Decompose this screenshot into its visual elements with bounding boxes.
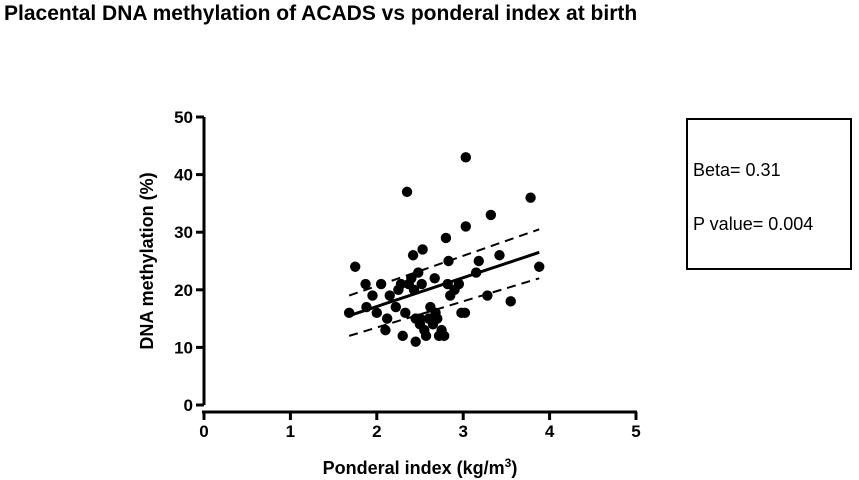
data-point (470, 267, 482, 278)
data-point (406, 273, 417, 284)
p-value: P value= 0.004 (693, 214, 814, 234)
data-point (416, 278, 427, 290)
data-point (375, 278, 387, 290)
x-tick-label: 3 (458, 422, 467, 441)
y-tick-label: 30 (174, 223, 193, 242)
data-point (453, 278, 465, 290)
data-point (534, 261, 545, 272)
data-point (413, 267, 424, 278)
x-tick-label: 5 (631, 422, 640, 441)
data-point (429, 273, 440, 284)
data-point (438, 330, 450, 342)
data-point (367, 290, 378, 301)
y-tick-label: 20 (174, 281, 193, 300)
stats-box: Beta= 0.31 P value= 0.004 (686, 118, 852, 270)
data-point (360, 278, 371, 290)
x-axis-label: Ponderal index (kg/m3) (323, 456, 518, 478)
x-tick-label: 0 (199, 422, 208, 441)
data-point (343, 307, 355, 319)
data-point (460, 152, 471, 163)
data-point (350, 261, 361, 272)
data-point (410, 336, 421, 347)
data-point (440, 232, 452, 244)
data-point (371, 307, 382, 319)
x-tick-label: 4 (545, 422, 555, 441)
data-point (408, 284, 420, 295)
chart-title: Placental DNA methylation of ACADS vs po… (4, 2, 638, 25)
y-tick-label: 0 (184, 396, 193, 415)
data-point (432, 313, 443, 324)
ci-lower-line (348, 277, 540, 337)
y-axis-label: DNA methylation (%) (137, 172, 157, 349)
y-tick-label: 40 (174, 166, 193, 185)
data-point (400, 307, 411, 319)
data-point (420, 330, 432, 342)
data-point (390, 301, 402, 313)
x-tick-label: 2 (372, 422, 381, 441)
data-point (473, 255, 484, 267)
data-point (381, 313, 393, 324)
beta-value: Beta= 0.31 (693, 160, 781, 180)
data-point (395, 278, 407, 290)
data-point (505, 296, 516, 307)
data-point (407, 250, 419, 261)
data-point (442, 278, 453, 290)
data-point (525, 192, 536, 203)
data-point (380, 324, 391, 336)
data-point (482, 290, 493, 301)
data-point (459, 307, 471, 319)
axes: 0 10 20 30 40 50 0 1 2 3 4 5 (174, 108, 641, 441)
y-tick-label: 10 (174, 338, 193, 357)
data-point (401, 186, 413, 198)
data-points (343, 152, 545, 347)
y-tick-label: 50 (174, 108, 193, 127)
data-point (460, 221, 471, 232)
data-point (494, 250, 505, 261)
x-tick-label: 1 (286, 422, 295, 441)
data-point (384, 290, 395, 301)
data-point (417, 244, 428, 255)
data-point (485, 209, 497, 221)
data-point (397, 330, 408, 342)
data-point (361, 301, 372, 313)
data-point (443, 255, 454, 267)
